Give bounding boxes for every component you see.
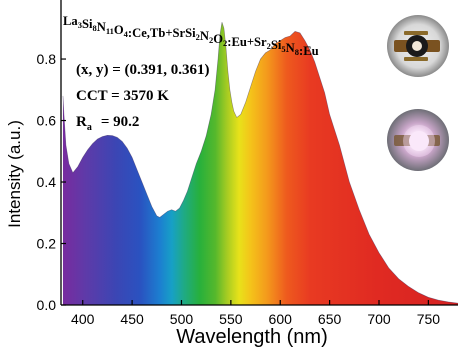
title-subscript: 2: [196, 32, 200, 42]
y-tick-label: 0.8: [37, 51, 57, 67]
title-subscript: 2: [209, 35, 213, 45]
x-tick-label: 700: [367, 311, 391, 327]
title-subscript: 4: [124, 29, 129, 39]
y-tick-label: 0.0: [37, 297, 57, 313]
x-tick-label: 750: [417, 311, 441, 327]
chromaticity-annotation: (x, y) = (0.391, 0.361): [76, 62, 210, 78]
title-segment: N: [286, 41, 295, 55]
y-tick-group: 0.0 0.2 0.4 0.6 0.8: [37, 51, 66, 313]
x-axis-label: Wavelength (nm): [176, 326, 328, 348]
x-tick-label: 650: [318, 311, 342, 327]
x-tick-group: 400 450 500 550 600 650 700 750: [71, 300, 440, 327]
y-axis-label: Intensity (a.u.): [5, 120, 24, 228]
title-segment: :Ce,Tb+SrSi: [128, 26, 196, 40]
cri-annotation: Ra = 90.2: [76, 114, 139, 133]
chart-title: La3Si8N11O4:Ce,Tb+SrSi2N2O2:Eu+Sr2Si5N8:…: [63, 14, 319, 58]
title-subscript: 11: [106, 26, 114, 36]
title-segment: Si: [82, 17, 93, 31]
y-tick-label: 0.4: [37, 174, 57, 190]
led-off-photo: [387, 15, 449, 77]
title-subscript: 2: [267, 41, 271, 51]
cri-subscript: a: [87, 122, 92, 133]
led-on-photo: [387, 109, 449, 171]
title-subscript: 8: [92, 23, 96, 33]
title-subscript: 8: [295, 47, 299, 57]
title-segment: :Eu+Sr: [227, 35, 267, 49]
title-segment: :Eu: [299, 44, 319, 58]
title-segment: N: [97, 20, 106, 34]
spectrum-area: [62, 22, 458, 305]
plot-area: [62, 22, 458, 305]
cct-annotation: CCT = 3570 K: [76, 88, 169, 104]
x-tick-label: 450: [120, 311, 144, 327]
title-segment: La: [63, 14, 78, 28]
x-tick-label: 600: [269, 311, 293, 327]
spectrum-series-line: [62, 22, 458, 304]
y-tick-label: 0.6: [37, 113, 57, 129]
y-tick-label: 0.2: [37, 236, 57, 252]
title-segment: N: [200, 29, 209, 43]
title-subscript: 3: [78, 20, 82, 30]
x-tick-label: 500: [170, 311, 194, 327]
title-segment: O: [213, 32, 223, 46]
cri-symbol: R: [76, 114, 87, 130]
cri-value: = 90.2: [101, 114, 140, 130]
x-tick-label: 400: [71, 311, 95, 327]
title-subscript: 2: [223, 38, 227, 48]
title-subscript: 5: [281, 44, 285, 54]
title-segment: O: [114, 23, 124, 37]
x-tick-label: 550: [219, 311, 243, 327]
title-segment: Si: [271, 38, 282, 52]
